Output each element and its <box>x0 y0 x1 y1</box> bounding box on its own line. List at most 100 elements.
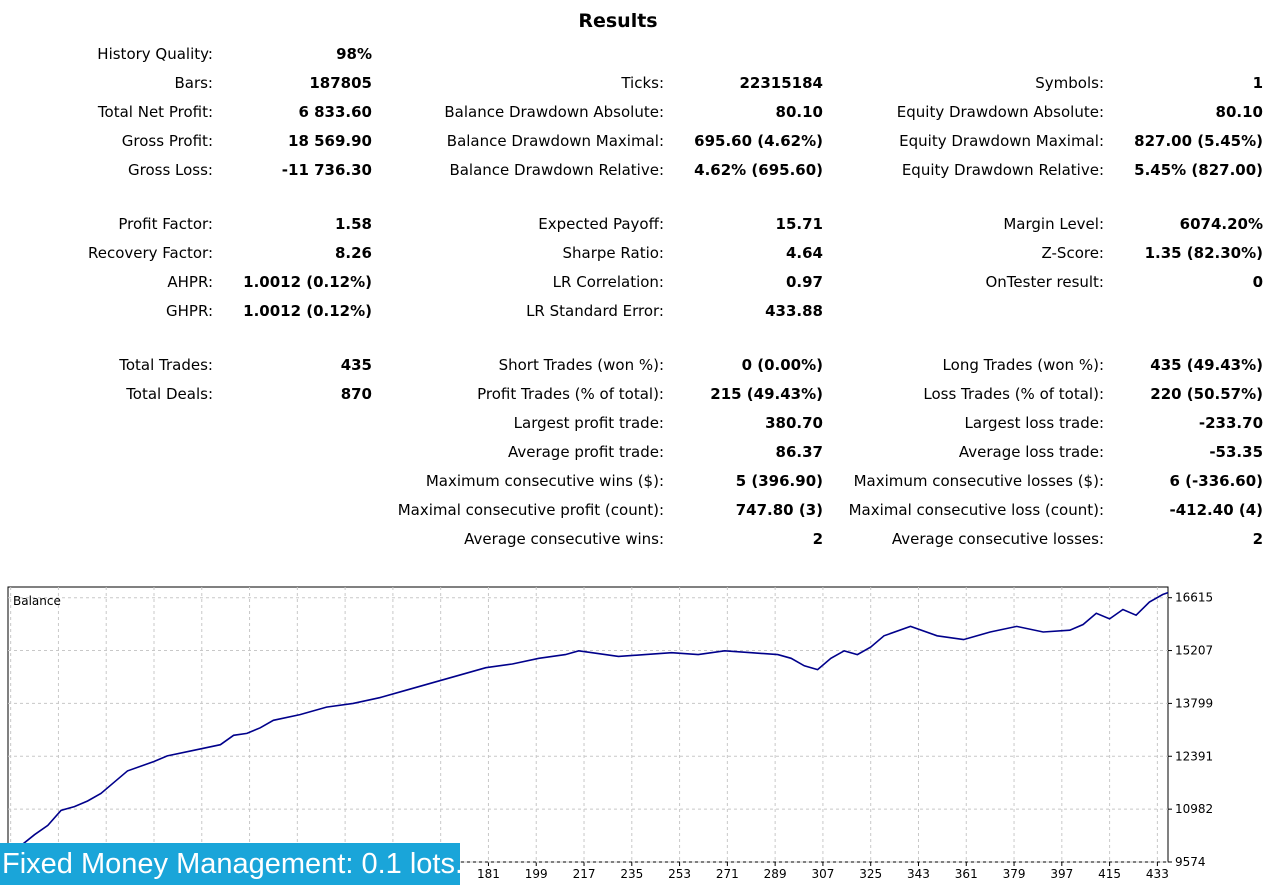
y-tick-label: 12391 <box>1175 749 1213 763</box>
stat-label-sharpe-ratio: Sharpe Ratio: <box>562 244 664 262</box>
y-tick-label: 9574 <box>1175 855 1206 869</box>
stat-label-long-trades: Long Trades (won %): <box>942 356 1104 374</box>
stat-value-total-trades: 435 <box>340 356 372 374</box>
x-tick-label: 271 <box>716 867 739 881</box>
stat-label-expected-payoff: Expected Payoff: <box>538 215 664 233</box>
stat-label-equity-dd-rel: Equity Drawdown Relative: <box>901 161 1104 179</box>
balance-series-line <box>7 591 1169 847</box>
stat-value-symbols: 1 <box>1252 74 1263 92</box>
stat-value-ticks: 22315184 <box>739 74 824 92</box>
stat-label-loss-trades: Loss Trades (% of total): <box>923 385 1104 403</box>
balance-chart-svg: 181 199 217 235 253 271 289 307 325 343 361 379 397 4… <box>7 586 1213 881</box>
stat-label-bars: Bars: <box>174 74 213 92</box>
stat-value-equity-dd-rel: 5.45% (827.00) <box>1134 161 1263 179</box>
stat-value-recovery-factor: 8.26 <box>334 244 372 262</box>
stat-value-total-deals: 870 <box>340 385 372 403</box>
stat-label-lr-std-error: LR Standard Error: <box>526 302 664 320</box>
money-management-banner: Fixed Money Management: 0.1 lots. <box>0 843 463 885</box>
stat-value-gross-profit: 18 569.90 <box>288 132 372 150</box>
stat-value-bars: 187805 <box>309 74 372 92</box>
stat-label-gross-loss: Gross Loss: <box>128 161 213 179</box>
legend-balance: Balance <box>13 594 61 608</box>
stat-label-ontester-result: OnTester result: <box>985 273 1104 291</box>
stat-value-z-score: 1.35 (82.30%) <box>1144 244 1263 262</box>
stat-label-margin-level: Margin Level: <box>1003 215 1104 233</box>
stat-value-balance-dd-rel: 4.62% (695.60) <box>694 161 823 179</box>
stat-label-total-deals: Total Deals: <box>126 385 213 403</box>
stat-label-total-trades: Total Trades: <box>119 356 213 374</box>
x-tick-label: 343 <box>907 867 930 881</box>
x-tick-label: 289 <box>764 867 787 881</box>
stat-value-largest-profit-trade: 380.70 <box>765 414 823 432</box>
x-tick-label: 361 <box>955 867 978 881</box>
stat-label-history-quality: History Quality: <box>97 45 213 63</box>
x-tick-label: 307 <box>811 867 834 881</box>
stat-value-avg-loss-trade: -53.35 <box>1209 443 1263 461</box>
stat-label-profit-trades: Profit Trades (% of total): <box>477 385 664 403</box>
stat-label-lr-correlation: LR Correlation: <box>552 273 664 291</box>
stat-value-gross-loss: -11 736.30 <box>281 161 372 179</box>
stat-label-equity-dd-max: Equity Drawdown Maximal: <box>899 132 1104 150</box>
x-tick-label: 181 <box>477 867 500 881</box>
stat-label-symbols: Symbols: <box>1035 74 1104 92</box>
x-tick-label: 397 <box>1050 867 1073 881</box>
stat-label-balance-dd-rel: Balance Drawdown Relative: <box>449 161 664 179</box>
stat-value-short-trades: 0 (0.00%) <box>741 356 823 374</box>
stat-label-largest-loss-trade: Largest loss trade: <box>964 414 1104 432</box>
x-tick-label: 379 <box>1003 867 1026 881</box>
stat-value-avg-consec-wins: 2 <box>812 530 823 548</box>
stat-label-avg-profit-trade: Average profit trade: <box>507 443 664 461</box>
stat-label-avg-consec-wins: Average consecutive wins: <box>464 530 664 548</box>
stat-value-avg-consec-losses: 2 <box>1252 530 1263 548</box>
stat-label-max-consec-wins: Maximum consecutive wins ($): <box>425 472 664 490</box>
x-tick-label: 415 <box>1098 867 1121 881</box>
stat-value-max-consec-wins: 5 (396.90) <box>735 472 823 490</box>
x-tick-label: 325 <box>859 867 882 881</box>
x-tick-label: 253 <box>668 867 691 881</box>
stat-value-largest-loss-trade: -233.70 <box>1198 414 1263 432</box>
stat-label-short-trades: Short Trades (won %): <box>498 356 664 374</box>
balance-chart: 181 199 217 235 253 271 289 307 325 343 361 379 397 4… <box>0 580 1272 885</box>
stat-value-ontester-result: 0 <box>1252 273 1263 291</box>
stat-label-total-net-profit: Total Net Profit: <box>97 103 213 121</box>
stat-label-z-score: Z-Score: <box>1041 244 1105 262</box>
stat-value-lr-correlation: 0.97 <box>785 273 823 291</box>
stat-label-avg-consec-losses: Average consecutive losses: <box>891 530 1104 548</box>
stat-value-profit-factor: 1.58 <box>334 215 372 233</box>
x-tick-label: 235 <box>620 867 643 881</box>
stat-label-maximal-consec-loss: Maximal consecutive loss (count): <box>848 501 1104 519</box>
stat-label-gross-profit: Gross Profit: <box>121 132 213 150</box>
stat-value-ahpr: 1.0012 (0.12%) <box>243 273 372 291</box>
stat-value-ghpr: 1.0012 (0.12%) <box>243 302 372 320</box>
stat-value-loss-trades: 220 (50.57%) <box>1150 385 1263 403</box>
stat-value-maximal-consec-profit: 747.80 (3) <box>735 501 823 519</box>
x-tick-label: 433 <box>1146 867 1169 881</box>
stat-value-equity-dd-abs: 80.10 <box>1215 103 1263 121</box>
stat-label-maximal-consec-profit: Maximal consecutive profit (count): <box>397 501 664 519</box>
stat-value-history-quality: 98% <box>336 45 372 63</box>
stat-label-largest-profit-trade: Largest profit trade: <box>513 414 664 432</box>
stat-label-avg-loss-trade: Average loss trade: <box>958 443 1104 461</box>
y-tick-label: 13799 <box>1175 696 1213 710</box>
stat-label-balance-dd-max: Balance Drawdown Maximal: <box>446 132 664 150</box>
stat-label-profit-factor: Profit Factor: <box>118 215 213 233</box>
y-tick-label: 10982 <box>1175 802 1213 816</box>
stat-label-equity-dd-abs: Equity Drawdown Absolute: <box>896 103 1104 121</box>
stat-label-max-consec-losses: Maximum consecutive losses ($): <box>853 472 1104 490</box>
stat-value-balance-dd-abs: 80.10 <box>775 103 823 121</box>
stat-value-balance-dd-max: 695.60 (4.62%) <box>694 132 823 150</box>
x-tick-label: 217 <box>573 867 596 881</box>
stat-value-avg-profit-trade: 86.37 <box>775 443 823 461</box>
stat-value-sharpe-ratio: 4.64 <box>785 244 823 262</box>
stat-value-margin-level: 6074.20% <box>1179 215 1263 233</box>
stat-value-maximal-consec-loss: -412.40 (4) <box>1169 501 1263 519</box>
stat-value-equity-dd-max: 827.00 (5.45%) <box>1134 132 1263 150</box>
stat-label-balance-dd-abs: Balance Drawdown Absolute: <box>444 103 664 121</box>
stat-value-max-consec-losses: 6 (-336.60) <box>1169 472 1263 490</box>
plot-frame <box>7 586 1169 863</box>
stat-value-total-net-profit: 6 833.60 <box>298 103 372 121</box>
stat-label-ghpr: GHPR: <box>166 302 213 320</box>
results-title: Results <box>578 10 658 32</box>
stat-value-lr-std-error: 433.88 <box>765 302 823 320</box>
stat-value-long-trades: 435 (49.43%) <box>1150 356 1263 374</box>
